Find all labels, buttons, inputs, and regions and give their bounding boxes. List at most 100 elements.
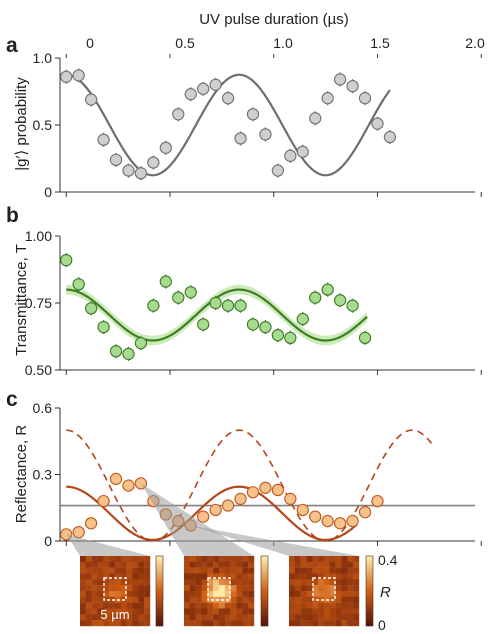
data-point — [358, 331, 372, 344]
map-pixel — [138, 602, 145, 609]
map-pixel — [242, 591, 249, 598]
map-pixel — [318, 620, 325, 627]
map-pixel — [236, 567, 243, 574]
data-point — [84, 302, 98, 315]
colorbar-segment — [366, 596, 373, 599]
data-point — [97, 133, 110, 146]
inset-pointer — [190, 525, 359, 556]
map-pixel — [103, 556, 110, 563]
map-pixel — [335, 556, 342, 563]
map-pixel — [335, 585, 342, 592]
y-tick-label: 0.5 — [33, 117, 53, 133]
map-pixel — [300, 602, 307, 609]
colorbar-segment — [156, 608, 163, 611]
map-pixel — [312, 608, 319, 615]
colorbar-segment — [261, 610, 268, 613]
map-pixel — [224, 608, 231, 615]
map-pixel — [329, 579, 336, 586]
map-pixel — [341, 591, 348, 598]
map-pixel — [335, 591, 342, 598]
colorbar-segment — [156, 582, 163, 585]
colorbar-segment — [156, 602, 163, 605]
map-pixel — [80, 573, 87, 580]
colorbar-segment — [366, 560, 373, 563]
map-pixel — [120, 567, 127, 574]
inset-pointer — [140, 483, 254, 556]
map-pixel — [126, 620, 133, 627]
map-pixel — [144, 596, 151, 603]
map-pixel — [224, 585, 231, 592]
map-pixel — [248, 556, 255, 563]
data-point — [122, 347, 135, 361]
map-pixel — [126, 608, 133, 615]
data-point — [72, 525, 85, 539]
colorbar-segment — [261, 560, 268, 563]
map-pixel — [120, 602, 127, 609]
map-pixel — [289, 585, 296, 592]
colorbar-segment — [366, 592, 373, 595]
map-pixel — [97, 620, 104, 627]
map-pixel — [91, 579, 98, 586]
map-pixel — [138, 608, 145, 615]
data-point — [333, 294, 347, 307]
map-pixel — [97, 591, 104, 598]
map-pixel — [109, 608, 116, 615]
map-pixel — [324, 591, 331, 598]
map-pixel — [312, 585, 319, 592]
map-pixel — [120, 585, 127, 592]
map-pixel — [300, 591, 307, 598]
map-pixel — [248, 608, 255, 615]
map-pixel — [189, 567, 196, 574]
data-point — [271, 164, 285, 177]
colorbar-segment — [261, 618, 268, 621]
y-tick-label: 0.75 — [25, 295, 52, 311]
data-point — [184, 286, 197, 299]
map-pixel — [207, 561, 214, 568]
map-pixel — [144, 573, 151, 580]
map-pixel — [115, 573, 122, 580]
map-pixel — [242, 556, 249, 563]
data-point — [346, 299, 359, 312]
map-pixel — [126, 567, 133, 574]
data-point — [72, 278, 85, 291]
map-pixel — [335, 596, 342, 603]
map-pixel — [80, 608, 87, 615]
map-pixel — [138, 561, 145, 568]
data-point — [346, 79, 359, 93]
map-pixel — [289, 620, 296, 627]
x-tick-label: 0 — [86, 35, 94, 51]
colorbar-segment — [366, 556, 373, 559]
map-pixel — [300, 567, 307, 574]
map-pixel — [242, 602, 249, 609]
map-pixel — [300, 556, 307, 563]
colorbar-segment — [261, 596, 268, 599]
data-point — [246, 486, 260, 499]
colorbar-segment — [156, 604, 163, 607]
map-pixel — [115, 620, 122, 627]
data-point — [209, 296, 222, 310]
map-pixel — [103, 573, 110, 580]
data-point — [271, 329, 285, 342]
map-pixel — [329, 614, 336, 621]
data-point — [172, 291, 185, 304]
map-pixel — [236, 602, 243, 609]
data-point — [234, 132, 247, 145]
map-pixel — [103, 602, 110, 609]
map-pixel — [138, 620, 145, 627]
map-pixel — [195, 579, 202, 586]
map-pixel — [324, 608, 331, 615]
map-pixel — [294, 585, 301, 592]
reflectance-map — [184, 555, 269, 627]
map-pixel — [224, 561, 231, 568]
map-pixel — [219, 556, 226, 563]
map-pixel — [230, 608, 237, 615]
map-pixel — [103, 585, 110, 592]
map-pixel — [236, 561, 243, 568]
map-pixel — [85, 620, 92, 627]
map-pixel — [300, 608, 307, 615]
data-point — [246, 108, 260, 121]
data-point — [122, 479, 135, 492]
map-pixel — [115, 556, 122, 563]
colorbar-segment — [261, 622, 268, 625]
